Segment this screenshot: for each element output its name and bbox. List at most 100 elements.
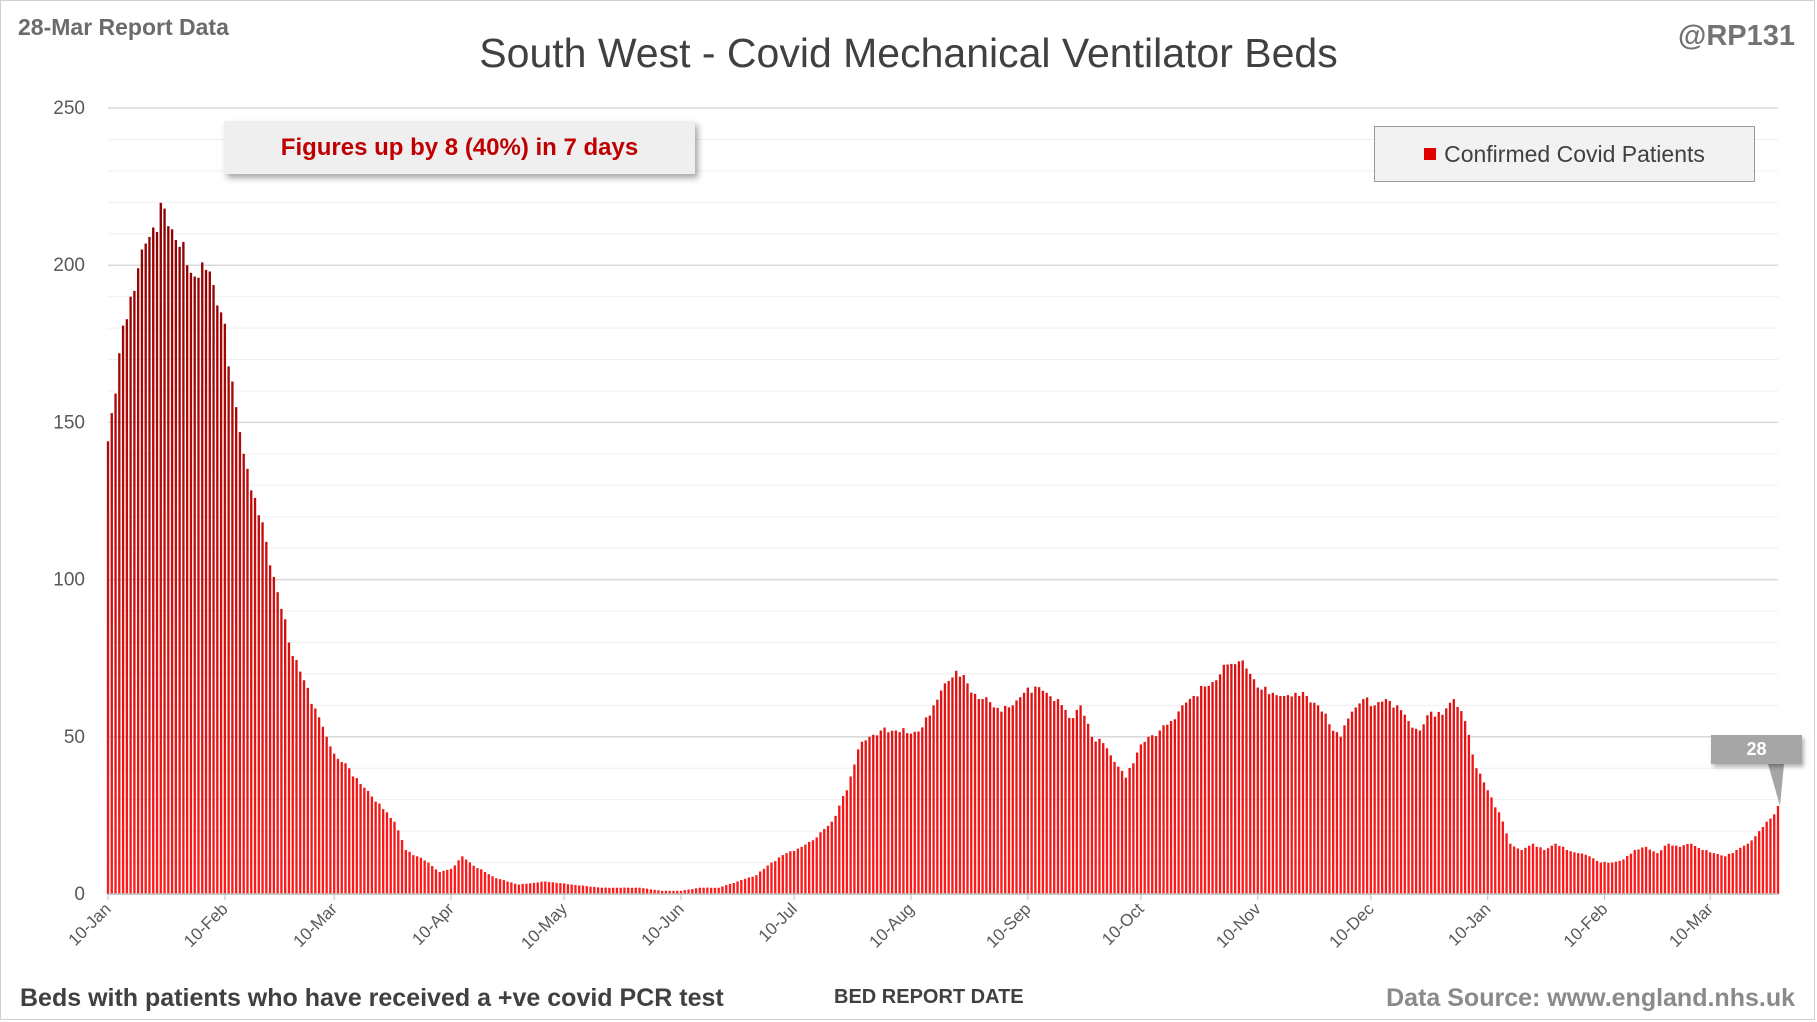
bar [970, 692, 973, 894]
bar [717, 887, 720, 894]
bar [1448, 702, 1452, 894]
bar [453, 865, 456, 894]
bar [1475, 768, 1478, 894]
bar [1667, 843, 1670, 894]
bar [152, 227, 155, 895]
bar [476, 868, 479, 894]
bar [992, 707, 996, 894]
bar [740, 879, 743, 894]
bar [585, 886, 588, 894]
bar [604, 887, 607, 894]
bar [589, 886, 592, 894]
bar [634, 887, 637, 894]
bar [1230, 663, 1233, 894]
bar [1550, 845, 1553, 894]
bar [136, 268, 140, 894]
y-tick-label: 150 [53, 412, 85, 433]
bar [804, 844, 807, 894]
bar [404, 849, 407, 894]
bar [1595, 861, 1599, 894]
bar [1147, 736, 1150, 894]
bar [826, 825, 830, 894]
bar [958, 676, 962, 894]
x-tick-label: 10-May [517, 899, 571, 953]
bar [370, 796, 374, 894]
bar [163, 208, 166, 895]
bar [1068, 717, 1071, 894]
bar [242, 453, 245, 894]
bar [423, 860, 426, 894]
x-tick-label: 10-Jan [1444, 899, 1494, 949]
bar [1622, 859, 1625, 894]
bar [336, 758, 340, 894]
bar [495, 878, 498, 894]
bar [1773, 814, 1776, 894]
bar [679, 890, 683, 894]
bar [189, 272, 193, 894]
bar [902, 728, 905, 894]
bar [1049, 696, 1052, 894]
bar [1520, 849, 1523, 894]
bar [1588, 856, 1591, 894]
bar [1543, 849, 1546, 894]
y-tick-label: 200 [53, 255, 85, 276]
bar [921, 727, 924, 894]
bar [1569, 851, 1572, 894]
bar [1558, 846, 1561, 894]
bar [796, 848, 800, 894]
bar [1079, 705, 1082, 894]
bar [1561, 846, 1565, 894]
bar [1396, 705, 1399, 894]
bar [819, 832, 822, 894]
bar [344, 763, 347, 894]
bar [182, 241, 185, 894]
bar [1124, 777, 1127, 894]
bar [743, 878, 747, 894]
bar [1094, 741, 1097, 894]
bar [660, 890, 664, 894]
bar [868, 736, 871, 894]
bar [1701, 849, 1704, 894]
y-tick-label: 100 [53, 570, 85, 591]
bar [1403, 714, 1406, 894]
bar [461, 856, 464, 894]
bar [114, 393, 117, 894]
bar [721, 886, 724, 894]
bar [1633, 849, 1636, 894]
bar [1441, 714, 1444, 894]
bar [619, 887, 622, 894]
y-tick-label: 250 [53, 98, 85, 119]
bar [615, 887, 619, 894]
bar [562, 883, 566, 894]
bar [951, 677, 954, 894]
bar [1776, 805, 1780, 894]
bar [1479, 773, 1482, 894]
bar [1358, 703, 1361, 894]
bar [125, 319, 129, 895]
y-tick-label: 0 [74, 884, 85, 905]
bar [1158, 730, 1161, 894]
bar [1377, 702, 1380, 894]
bar [1332, 730, 1335, 894]
bar [216, 305, 219, 894]
bar [340, 762, 343, 894]
bar [1113, 761, 1116, 894]
bar [672, 890, 675, 894]
bar [1388, 700, 1391, 894]
bar [1249, 673, 1252, 894]
bar [317, 717, 321, 894]
bar [118, 353, 121, 895]
bar [167, 226, 170, 894]
bar [883, 727, 886, 894]
bar [1000, 711, 1003, 894]
bar [1060, 705, 1063, 894]
x-tick-label: 10-Jul [755, 899, 801, 945]
bar [219, 312, 223, 894]
bar [1102, 743, 1105, 894]
bar [879, 730, 882, 894]
bar [687, 889, 690, 894]
bar [1053, 701, 1056, 894]
bar [1339, 736, 1342, 894]
x-tick-label: 10-Feb [1560, 899, 1612, 951]
